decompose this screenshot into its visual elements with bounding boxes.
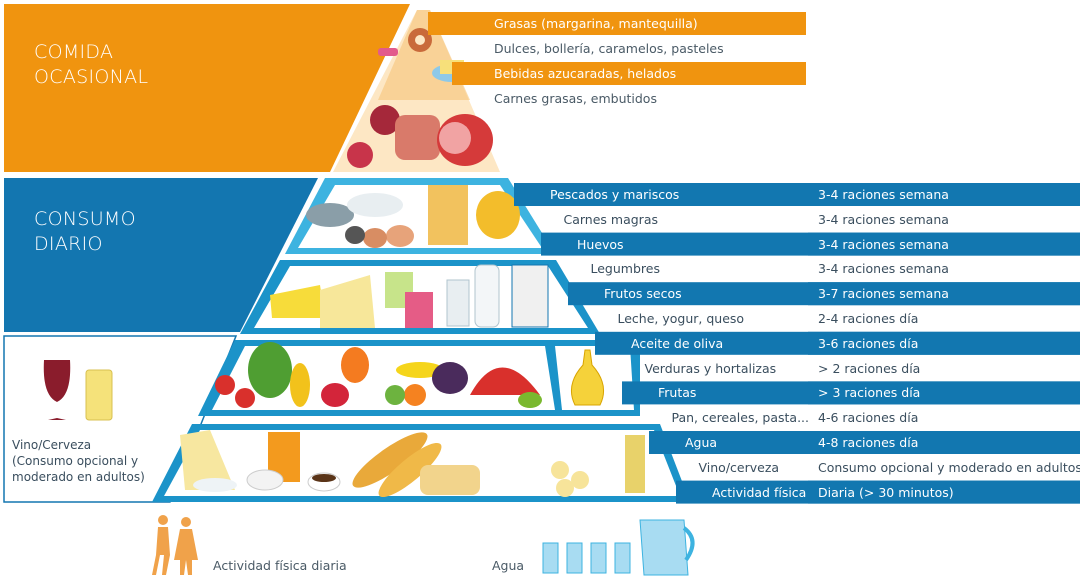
daily-row-value: 3-7 raciones semana (818, 286, 949, 302)
daily-row: Verduras y hortalizas > 2 raciones día (0, 357, 1080, 380)
daily-row-value: 4-6 raciones día (818, 410, 919, 426)
food-illustrations (180, 28, 645, 498)
occasional-row-label: Grasas (margarina, mantequilla) (494, 16, 698, 31)
occasional-section-title: COMIDA OCASIONAL (34, 41, 149, 88)
occasional-row: Grasas (margarina, mantequilla) (0, 12, 810, 35)
daily-row-value: 3-4 raciones semana (818, 211, 949, 227)
daily-row-value: Diaria (> 30 minutos) (818, 484, 954, 500)
daily-value-bg (808, 207, 1080, 231)
occasional-row-label: Bebidas azucaradas, helados (494, 66, 677, 81)
wine-glass-icon (43, 360, 71, 420)
daily-row-label: Carnes magras (563, 211, 659, 227)
daily-row-label: Actividad física (712, 484, 807, 500)
daily-row-label: Frutos secos (604, 286, 682, 302)
daily-row: Huevos 3-4 raciones semana (0, 233, 1080, 256)
daily-row: Actividad física Diaria (> 30 minutos) (0, 481, 1080, 504)
occasional-row-bg (452, 62, 806, 85)
daily-panel (4, 178, 318, 332)
occasional-row: Dulces, bollería, caramelos, pasteles (0, 37, 810, 60)
daily-row: Pan, cereales, pasta... 4-6 raciones día (0, 406, 1080, 429)
daily-row-label: Pan, cereales, pasta... (671, 410, 810, 426)
occasional-row: Bebidas azucaradas, helados (0, 62, 810, 85)
daily-value-bg (808, 307, 1080, 330)
activity-label: Actividad física diaria (213, 558, 347, 573)
daily-row-label: Verduras y hortalizas (644, 360, 777, 376)
daily-row: Vino/cerveza Consumo opcional y moderado … (0, 456, 1080, 479)
daily-row: Leche, yogur, queso 2-4 raciones día (0, 307, 1080, 330)
daily-row-value: 3-4 raciones semana (818, 236, 949, 252)
daily-row: Frutos secos 3-7 raciones semana (0, 282, 1080, 305)
daily-row-value: 3-4 raciones semana (818, 261, 949, 277)
daily-value-bg (808, 183, 1080, 206)
occasional-row-label: Dulces, bollería, caramelos, pasteles (494, 41, 724, 56)
daily-row-value: 2-4 raciones día (818, 311, 919, 326)
water-glasses-icon (542, 542, 631, 574)
daily-row-label: Pescados y mariscos (550, 187, 680, 202)
walking-people-icon (152, 515, 198, 575)
daily-row-value: 4-8 raciones día (818, 435, 919, 450)
daily-value-bg (808, 431, 1080, 454)
daily-row-value: > 2 raciones día (818, 360, 921, 376)
daily-row: Aceite de oliva 3-6 raciones día (0, 332, 1080, 355)
optional-wine-beer-label: Vino/Cerveza (Consumo opcional y moderad… (12, 438, 145, 484)
daily-value-bg (808, 331, 1080, 355)
beer-glass-icon (85, 369, 113, 421)
daily-value-bg (808, 455, 1080, 479)
daily-row: Agua 4-8 raciones día (0, 431, 1080, 454)
daily-row-label: Frutas (658, 385, 697, 401)
daily-row-value: 3-4 raciones semana (818, 187, 949, 202)
daily-row: Carnes magras 3-4 raciones semana (0, 208, 1080, 231)
daily-value-bg (808, 282, 1080, 306)
daily-row: Pescados y mariscos 3-4 raciones semana (0, 183, 1080, 206)
occasional-row-label: Carnes grasas, embutidos (494, 91, 657, 106)
daily-row-label: Aceite de oliva (631, 335, 724, 351)
daily-row: Legumbres 3-4 raciones semana (0, 257, 1080, 280)
daily-value-bg (808, 406, 1080, 430)
water-label: Agua (492, 558, 525, 573)
daily-value-bg (808, 232, 1080, 256)
daily-row-label: Huevos (577, 236, 624, 252)
daily-row-label: Legumbres (590, 261, 660, 277)
daily-value-bg (808, 381, 1080, 405)
daily-row-value: 3-6 raciones día (818, 335, 919, 351)
daily-value-bg (808, 480, 1080, 504)
daily-row-label: Vino/cerveza (698, 459, 780, 475)
daily-row-label: Leche, yogur, queso (617, 311, 745, 326)
daily-row: Frutas > 3 raciones día (0, 381, 1080, 404)
daily-value-bg (808, 257, 1080, 281)
occasional-row-bg (428, 12, 806, 35)
occasional-panel (4, 4, 410, 172)
daily-row-label: Agua (685, 435, 718, 450)
daily-section-title: CONSUMO DIARIO (34, 208, 136, 255)
daily-row-value: > 3 raciones día (818, 385, 921, 401)
daily-row-value: Consumo opcional y moderado en adultos (818, 459, 1080, 475)
water-jug-icon (639, 519, 695, 576)
occasional-row: Carnes grasas, embutidos (0, 87, 810, 110)
daily-value-bg (808, 356, 1080, 380)
